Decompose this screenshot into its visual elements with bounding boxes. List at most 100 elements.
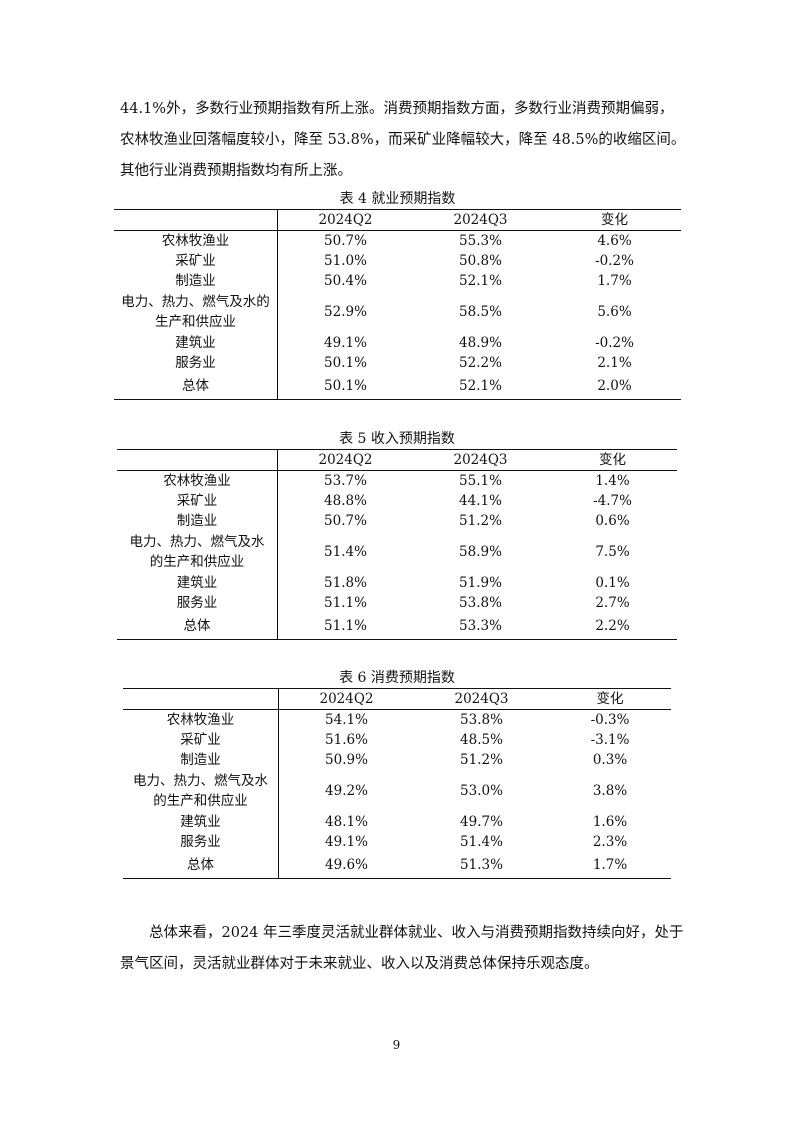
- change-value-cell: 1.7%: [597, 273, 632, 289]
- change-value-cell: 1.7%: [592, 857, 628, 873]
- industry-label-line: 的生产和供应业: [153, 793, 248, 809]
- q2-value-cell: 51.6%: [325, 732, 368, 748]
- q2-value-cell: 48.8%: [324, 493, 367, 509]
- table-row: 制造业 50.7% 51.2% 0.6%: [117, 511, 677, 531]
- q2-value-cell: 49.2%: [325, 783, 368, 799]
- table-header-row: 2024Q2 2024Q3 变化: [114, 209, 681, 231]
- industry-cell: 农林牧渔业: [114, 230, 278, 251]
- q3-value-cell: 48.9%: [459, 335, 502, 351]
- table-row: 电力、热力、燃气及水的 生产和供应业 52.9% 58.5% 5.6%: [114, 291, 681, 333]
- change-value-cell: -0.2%: [595, 335, 634, 351]
- q2-value-cell: 50.7%: [324, 513, 367, 529]
- industry-label-line: 电力、热力、燃气及水的: [121, 294, 270, 310]
- table-caption: 表 4 就业预期指数: [339, 191, 456, 207]
- q3-value-cell: 51.4%: [460, 834, 503, 850]
- industry-cell: 制造业: [117, 511, 278, 531]
- change-value-cell: -0.2%: [595, 253, 634, 269]
- q2-value-cell: 50.4%: [324, 273, 367, 289]
- column-header: 2024Q2: [278, 688, 414, 710]
- table-row: 农林牧渔业 53.7% 55.1% 1.4%: [117, 470, 677, 491]
- industry-cell: 建筑业: [123, 812, 279, 832]
- q2-value-cell: 51.1%: [324, 595, 367, 611]
- table-row: 制造业 50.4% 52.1% 1.7%: [114, 271, 681, 291]
- text-line: 44.1%外，多数行业预期指数有所上涨。消费预期指数方面，多数行业消费预期偏弱，: [120, 101, 674, 117]
- industry-cell: 建筑业: [117, 573, 278, 593]
- table-row: 建筑业 48.1% 49.7% 1.6%: [123, 812, 671, 832]
- change-value-cell: 4.6%: [597, 233, 632, 249]
- table-row: 服务业 49.1% 51.4% 2.3%: [123, 832, 671, 852]
- industry-label-line: 生产和供应业: [155, 314, 236, 330]
- q2-value-cell: 49.1%: [324, 335, 367, 351]
- column-header: 变化: [549, 688, 671, 710]
- table-row: 农林牧渔业 54.1% 53.8% -0.3%: [123, 709, 671, 730]
- industry-cell: 电力、热力、燃气及水的生产和供应业: [117, 531, 278, 573]
- change-value-cell: -0.3%: [590, 712, 630, 728]
- table-row: 服务业 50.1% 52.2% 2.1%: [114, 353, 681, 373]
- column-header: [117, 449, 278, 471]
- q3-value-cell: 48.5%: [460, 732, 503, 748]
- table-row: 建筑业 51.8% 51.9% 0.1%: [117, 573, 677, 593]
- q3-value-cell: 58.9%: [459, 544, 502, 560]
- table-header-row: 2024Q2 2024Q3 变化: [117, 449, 677, 471]
- industry-cell: 制造业: [123, 750, 279, 770]
- q3-value-cell: 50.8%: [459, 253, 502, 269]
- q3-value-cell: 51.3%: [460, 857, 503, 873]
- industry-cell: 电力、热力、燃气及水的生产和供应业: [114, 291, 278, 333]
- text-line: 景气区间，灵活就业群体对于未来就业、收入以及消费总体保持乐观态度。: [120, 956, 599, 972]
- change-value-cell: 2.7%: [595, 595, 630, 611]
- industry-cell: 电力、热力、燃气及水的生产和供应业: [123, 770, 279, 812]
- q2-value-cell: 51.4%: [324, 544, 367, 560]
- q3-value-cell: 52.2%: [459, 355, 502, 371]
- column-header: 2024Q2: [277, 449, 413, 471]
- change-value-cell: -3.1%: [590, 732, 630, 748]
- change-value-cell: 2.1%: [597, 355, 632, 371]
- q2-value-cell: 50.9%: [325, 752, 368, 768]
- q2-value-cell: 50.1%: [324, 378, 367, 394]
- change-value-cell: 0.3%: [592, 752, 628, 768]
- industry-cell: 总体: [117, 613, 278, 640]
- industry-cell: 总体: [114, 373, 278, 400]
- column-header: [114, 209, 278, 231]
- industry-cell: 采矿业: [123, 730, 279, 750]
- column-header: 变化: [548, 449, 677, 471]
- text-line: 其他行业消费预期指数均有所上涨。: [120, 163, 352, 179]
- q3-value-cell: 55.1%: [459, 473, 502, 489]
- change-value-cell: 3.8%: [592, 783, 628, 799]
- q3-value-cell: 51.9%: [459, 575, 502, 591]
- q3-value-cell: 52.1%: [459, 273, 502, 289]
- column-header: [123, 688, 279, 710]
- q3-value-cell: 55.3%: [459, 233, 502, 249]
- q3-value-cell: 44.1%: [459, 493, 502, 509]
- data-table: 2024Q2 2024Q3 变化 农林牧渔业 53.7% 55.1% 1.4% 采矿业 48.8…: [117, 449, 677, 640]
- change-value-cell: -4.7%: [593, 493, 632, 509]
- q2-value-cell: 51.8%: [324, 575, 367, 591]
- table-row: 建筑业 49.1% 48.9% -0.2%: [114, 333, 681, 353]
- column-header: 2024Q3: [414, 688, 549, 710]
- change-value-cell: 1.6%: [592, 814, 628, 830]
- table-row: 制造业 50.9% 51.2% 0.3%: [123, 750, 671, 770]
- column-header: 2024Q3: [413, 449, 548, 471]
- table-row: 电力、热力、燃气及水 的生产和供应业 49.2% 53.0% 3.8%: [123, 770, 671, 812]
- change-value-cell: 0.6%: [595, 513, 630, 529]
- table-header-row: 2024Q2 2024Q3 变化: [123, 688, 671, 710]
- text-line: 总体来看，2024 年三季度灵活就业群体就业、收入与消费预期指数持续向好，处于: [149, 925, 684, 941]
- text-line: 农林牧渔业回落幅度较小，降至 53.8%，而采矿业降幅较大，降至 48.5%的收…: [120, 132, 686, 148]
- q2-value-cell: 49.6%: [325, 857, 368, 873]
- change-value-cell: 5.6%: [597, 304, 632, 320]
- q2-value-cell: 52.9%: [324, 304, 367, 320]
- column-header: 变化: [548, 209, 681, 231]
- change-value-cell: 2.2%: [595, 618, 630, 634]
- q2-value-cell: 48.1%: [325, 814, 368, 830]
- table-row: 服务业 51.1% 53.8% 2.7%: [117, 593, 677, 613]
- data-table: 2024Q2 2024Q3 变化 农林牧渔业 50.7% 55.3% 4.6% 采矿业 51.0…: [114, 209, 681, 400]
- q3-value-cell: 49.7%: [460, 814, 503, 830]
- table-row: 总体 51.1% 53.3% 2.2%: [117, 613, 677, 640]
- table-caption: 表 5 收入预期指数: [339, 431, 455, 447]
- industry-label-line: 电力、热力、燃气及水: [129, 534, 265, 550]
- change-value-cell: 1.4%: [595, 473, 630, 489]
- table-row: 采矿业 48.8% 44.1% -4.7%: [117, 491, 677, 511]
- q3-value-cell: 53.8%: [459, 595, 502, 611]
- table-row: 采矿业 51.0% 50.8% -0.2%: [114, 251, 681, 271]
- industry-cell: 采矿业: [117, 491, 278, 511]
- table-row: 总体 50.1% 52.1% 2.0%: [114, 373, 681, 400]
